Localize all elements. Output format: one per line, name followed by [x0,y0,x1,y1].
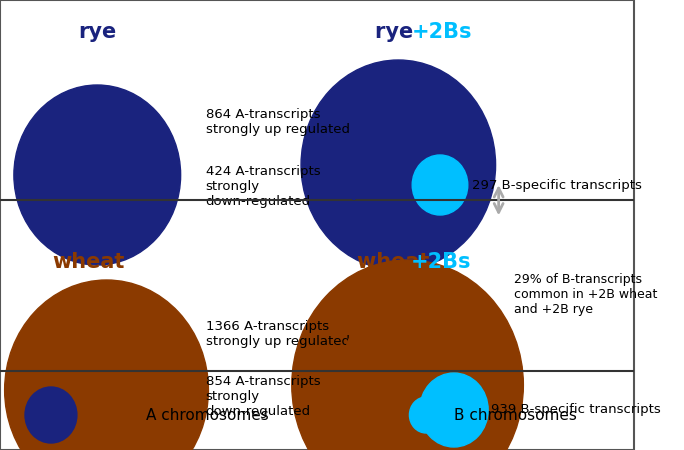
Ellipse shape [5,280,209,450]
Ellipse shape [419,373,488,447]
Ellipse shape [412,155,468,215]
Text: rye: rye [375,22,421,42]
Text: 29% of B-transcripts
common in +2B wheat
and +2B rye: 29% of B-transcripts common in +2B wheat… [514,274,657,316]
Ellipse shape [301,60,496,270]
Text: 854 A-transcripts
strongly
down-regulated: 854 A-transcripts strongly down-regulate… [206,375,320,418]
Text: B chromosomes: B chromosomes [454,408,577,423]
Ellipse shape [25,387,77,443]
Text: 939 B-specific transcripts: 939 B-specific transcripts [491,404,661,417]
Text: +2Bs: +2Bs [410,252,471,272]
Text: A chromosomes: A chromosomes [146,408,269,423]
Text: 1366 A-transcripts
strongly up regulated: 1366 A-transcripts strongly up regulated [206,320,350,348]
Text: rye: rye [78,22,116,42]
Ellipse shape [292,260,523,450]
Text: 864 A-transcripts
strongly up regulated: 864 A-transcripts strongly up regulated [206,108,350,136]
Text: +2Bs: +2Bs [412,22,473,42]
Text: 424 A-transcripts
strongly
down-regulated: 424 A-transcripts strongly down-regulate… [206,165,320,208]
Text: wheat: wheat [52,252,124,272]
Ellipse shape [410,397,443,433]
Ellipse shape [86,387,137,443]
FancyBboxPatch shape [0,0,633,450]
Text: wheat: wheat [356,252,436,272]
Ellipse shape [14,85,181,265]
Text: 297 B-specific transcripts: 297 B-specific transcripts [473,180,642,193]
